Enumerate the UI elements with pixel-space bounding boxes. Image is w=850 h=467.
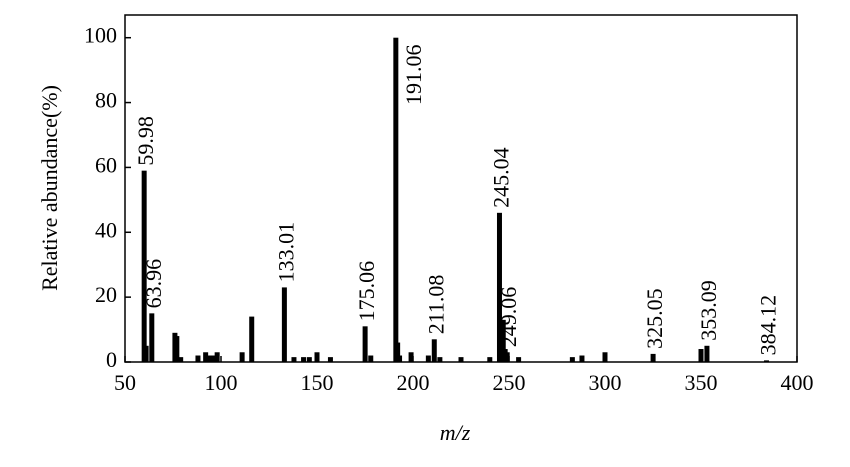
x-tick-label: 300	[589, 370, 622, 395]
peak-label: 59.98	[133, 116, 158, 166]
peak	[206, 355, 212, 362]
peak	[314, 352, 320, 362]
peak	[397, 355, 403, 362]
peak-label: 63.96	[141, 259, 166, 309]
peak	[516, 357, 522, 362]
peak	[214, 352, 220, 362]
peak	[569, 357, 575, 362]
peak	[291, 357, 297, 362]
x-tick-label: 50	[114, 370, 136, 395]
peak	[195, 355, 201, 362]
peak	[249, 316, 255, 362]
peak-label: 325.05	[642, 288, 667, 349]
peak	[698, 349, 704, 362]
peak	[143, 345, 149, 362]
x-tick-label: 250	[493, 370, 526, 395]
peak	[178, 357, 184, 362]
peak	[602, 352, 608, 362]
peak-label: 175.06	[354, 261, 379, 322]
peak	[210, 355, 216, 362]
peak	[496, 212, 502, 362]
peak	[431, 339, 437, 362]
peak-label: 384.12	[756, 295, 781, 356]
y-tick-label: 100	[84, 23, 117, 48]
peak	[579, 355, 585, 362]
x-tick-label: 400	[781, 370, 814, 395]
peak-label: 191.06	[401, 45, 426, 106]
peak	[306, 357, 312, 362]
y-tick-label: 0	[106, 347, 117, 372]
peak	[239, 352, 245, 362]
peak	[437, 357, 443, 362]
peak	[174, 336, 180, 362]
peak	[395, 342, 401, 362]
peak	[458, 357, 464, 362]
y-axis-label: Relative abundance(%)	[37, 85, 62, 291]
x-tick-label: 150	[301, 370, 334, 395]
peak	[149, 313, 155, 362]
y-tick-label: 80	[95, 88, 117, 113]
peak	[301, 357, 307, 362]
peak	[281, 287, 287, 362]
peak	[704, 345, 710, 362]
peak-label: 249.06	[496, 287, 521, 348]
peak-label: 353.09	[696, 280, 721, 341]
peak	[203, 352, 209, 362]
peak	[487, 357, 493, 362]
x-tick-label: 200	[397, 370, 430, 395]
peak	[408, 352, 414, 362]
x-axis-label: m/z	[440, 420, 471, 445]
peak	[764, 360, 770, 362]
x-tick-label: 350	[685, 370, 718, 395]
peak	[425, 355, 431, 362]
peak	[368, 355, 374, 362]
peak	[393, 37, 399, 363]
y-tick-label: 40	[95, 217, 117, 242]
peak	[362, 326, 368, 362]
y-tick-label: 20	[95, 282, 117, 307]
peak	[504, 352, 510, 362]
peak	[500, 319, 506, 362]
peak-label: 245.04	[489, 147, 514, 208]
x-tick-label: 100	[205, 370, 238, 395]
peak	[327, 357, 333, 362]
peak-label: 133.01	[273, 222, 298, 283]
y-tick-label: 60	[95, 152, 117, 177]
peak	[650, 353, 656, 362]
peak	[141, 170, 147, 362]
peak-label: 211.08	[423, 275, 448, 335]
